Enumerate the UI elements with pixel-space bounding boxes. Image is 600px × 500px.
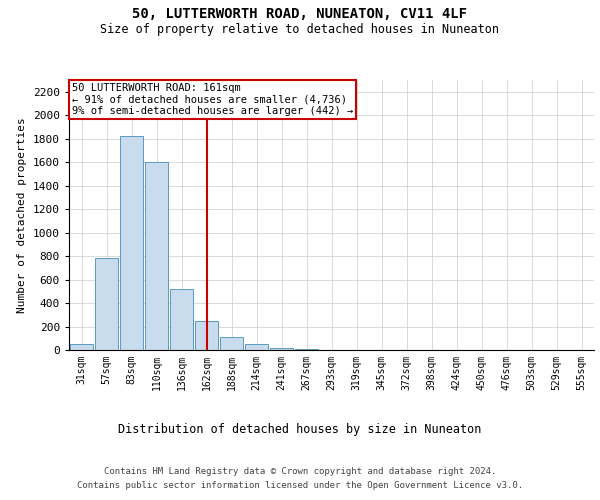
Bar: [220, 337, 244, 350]
Text: Contains HM Land Registry data © Crown copyright and database right 2024.: Contains HM Land Registry data © Crown c…: [104, 468, 496, 476]
Bar: [119, 136, 143, 350]
Text: 50 LUTTERWORTH ROAD: 161sqm
← 91% of detached houses are smaller (4,736)
9% of s: 50 LUTTERWORTH ROAD: 161sqm ← 91% of det…: [71, 82, 353, 116]
Y-axis label: Number of detached properties: Number of detached properties: [17, 117, 28, 313]
Bar: [70, 344, 94, 350]
Bar: [194, 320, 218, 350]
Bar: [245, 344, 268, 350]
Bar: [170, 289, 193, 350]
Bar: [145, 162, 169, 350]
Bar: [269, 348, 293, 350]
Bar: [95, 258, 118, 350]
Text: Size of property relative to detached houses in Nuneaton: Size of property relative to detached ho…: [101, 22, 499, 36]
Text: Distribution of detached houses by size in Nuneaton: Distribution of detached houses by size …: [118, 422, 482, 436]
Text: Contains public sector information licensed under the Open Government Licence v3: Contains public sector information licen…: [77, 481, 523, 490]
Text: 50, LUTTERWORTH ROAD, NUNEATON, CV11 4LF: 50, LUTTERWORTH ROAD, NUNEATON, CV11 4LF: [133, 8, 467, 22]
